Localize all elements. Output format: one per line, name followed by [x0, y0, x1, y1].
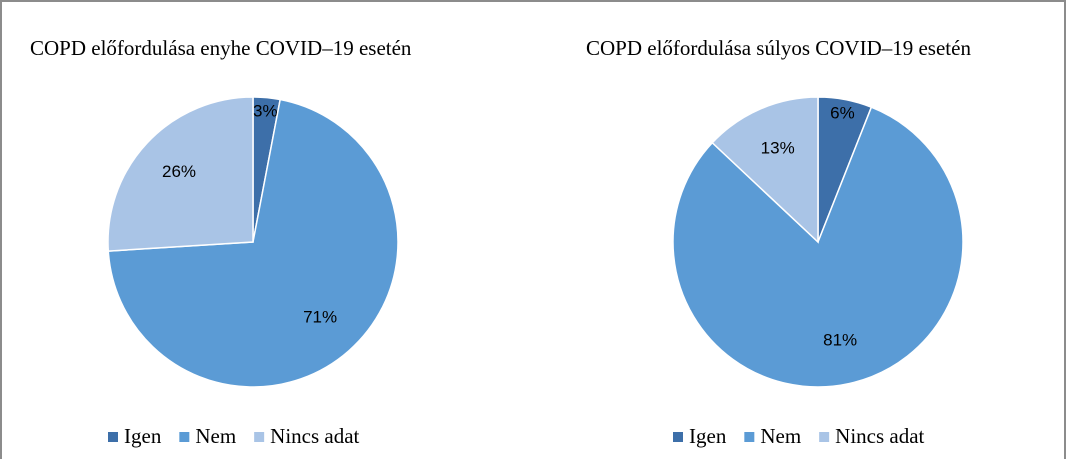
legend-swatch: [673, 432, 683, 442]
pie-slice: [107, 96, 254, 252]
legend-swatch: [744, 432, 755, 442]
data-label: 81%: [823, 331, 857, 350]
data-label: 6%: [830, 103, 855, 122]
legend-swatch: [108, 432, 118, 442]
legend-label: Nincs adat: [835, 424, 924, 448]
legend-label: Nem: [760, 424, 801, 448]
pie-slice: [107, 98, 399, 388]
legend-label: Nem: [195, 424, 236, 448]
legend-swatch: [179, 432, 190, 442]
chart-title: COPD előfordulása súlyos COVID–19 esetén: [586, 36, 971, 60]
chart-title: COPD előfordulása enyhe COVID–19 esetén: [30, 36, 412, 60]
data-label: 71%: [303, 308, 337, 327]
pie-slice: [672, 106, 964, 388]
legend-label: Nincs adat: [270, 424, 359, 448]
legend-swatch: [254, 432, 265, 442]
data-label: 3%: [253, 102, 278, 121]
legend-swatch: [819, 432, 830, 442]
data-label: 13%: [761, 138, 795, 157]
pie-slice: [711, 96, 819, 244]
legend-label: Igen: [689, 424, 727, 448]
data-label: 26%: [162, 162, 196, 181]
legend-label: Igen: [124, 424, 162, 448]
